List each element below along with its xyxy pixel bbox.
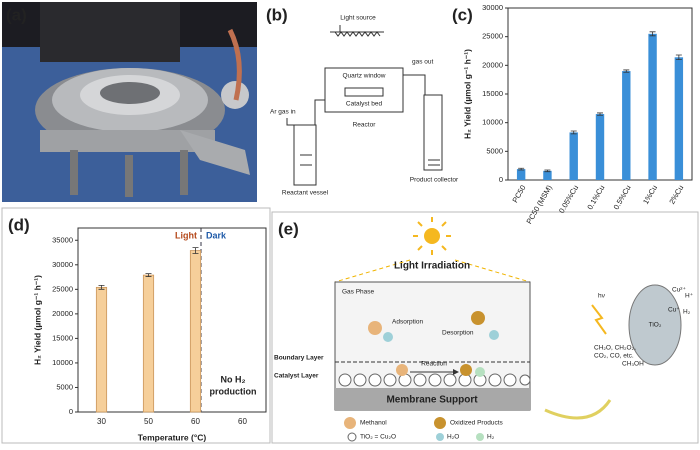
x-tick-label: PC50 (MSM) [524,183,554,225]
mechanism-diagram [271,211,699,444]
error-bar [623,69,630,73]
error-bar [597,112,603,116]
error-bar [192,247,199,254]
panel-label: (d) [8,215,30,234]
x-tick-label: 1%Cu [641,183,659,205]
y-tick-label: 15000 [482,89,503,98]
label: CH₃OH [622,361,644,368]
y-tick-label: 15000 [52,333,73,342]
bar [622,71,631,180]
label: hν [598,293,605,300]
x-tick-label: 2%Cu [667,183,685,205]
y-axis-label: H₂ Yield (µmol g⁻¹ h⁻¹) [462,49,472,139]
y-tick-label: 35000 [52,235,73,244]
legend-label: Methanol [360,420,387,427]
error-bar [544,169,551,173]
error-bar [570,130,577,135]
label: H₂ [683,309,691,316]
bar [95,286,108,413]
y-axis-label: H₂ Yield (µmol g⁻¹ h⁻¹) [32,275,42,365]
x-tick-label: 60 [191,417,200,426]
panel-label: (e) [278,219,299,238]
label: Desorption [442,330,474,337]
bar [674,57,684,180]
x-tick-label: 0.5%Cu [612,183,633,211]
annotation: production [210,386,257,396]
y-tick-label: 30000 [52,260,73,269]
label: Catalyst bed [346,101,383,108]
label: Boundary Layer [274,355,324,362]
label: Reactor [353,122,377,129]
label: Cu⁺ [668,307,680,314]
plot-frame [77,227,267,413]
label: CO₂, CO, etc. [594,353,634,360]
y-tick-label: 10000 [482,118,503,127]
label: CH₂O, CH₂O₂, [594,345,636,352]
panel-label: (c) [452,5,473,24]
x-tick-label: 0.1%Cu [585,183,606,211]
panel-label: (b) [266,5,288,24]
label: Ar gas in [270,109,296,116]
photo [2,2,257,202]
y-tick-label: 20000 [482,60,503,69]
legend-label: H₂ [487,434,495,441]
label: Light Irradiation [394,261,470,272]
label: Adsorption [392,319,423,326]
error-bar [675,54,682,60]
legend-label: TiO₂ = Cu₂O [360,434,396,441]
bar [648,33,657,180]
setup-diagram [286,25,443,186]
x-tick-label: PC50 [510,183,527,204]
y-tick-label: 0 [69,407,73,416]
x-tick-label: 50 [144,417,153,426]
label: Reactant vessel [282,190,329,197]
legend-label: Oxidized Products [450,420,503,427]
label: Product collector [410,177,459,184]
label: TiO₂ [649,322,662,329]
label: Light source [340,15,376,22]
y-tick-label: 10000 [52,358,73,367]
label: Cu²⁺ [672,287,686,294]
bar [595,114,605,180]
x-axis-label: Temperature (°C) [138,432,207,442]
y-tick-label: 20000 [52,309,73,318]
label: Catalyst Layer [274,373,319,380]
label: Quartz window [343,73,386,80]
bar [189,250,202,413]
panel-label: (a) [6,5,27,24]
annotation: No H₂ [221,374,246,384]
bar [569,132,578,180]
annotation: Light [175,230,197,240]
x-tick-label: 60 [238,417,247,426]
error-bar [98,285,105,290]
legend-label: H₂O [447,434,459,441]
y-tick-label: 25000 [482,32,503,41]
bar [543,170,552,180]
label: Reaction [421,361,447,368]
label: gas out [412,59,434,66]
y-tick-label: 30000 [482,3,503,12]
error-bar [649,31,656,37]
y-tick-label: 5000 [486,146,503,155]
error-bar [518,167,525,171]
x-tick-label: 0.05%Cu [557,183,580,214]
error-bar [145,273,152,277]
panel-border [1,207,271,444]
annotation: Dark [206,230,227,240]
y-tick-label: 25000 [52,284,73,293]
label: Membrane Support [386,395,478,406]
bar [516,169,526,180]
y-tick-label: 0 [499,175,503,184]
y-tick-label: 5000 [56,382,73,391]
bar [142,274,155,413]
label: Gas Phase [342,289,375,296]
x-tick-label: 30 [97,417,106,426]
label: H⁺ [685,293,694,300]
